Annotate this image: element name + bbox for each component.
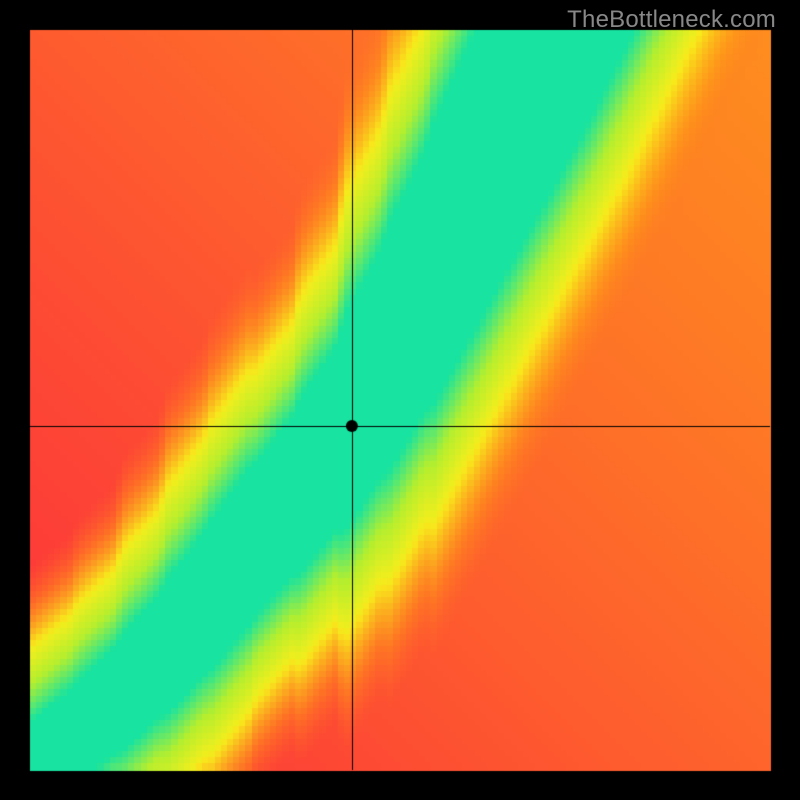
heatmap-canvas [0, 0, 800, 800]
watermark-text: TheBottleneck.com [567, 6, 776, 34]
chart-frame: TheBottleneck.com [0, 0, 800, 800]
